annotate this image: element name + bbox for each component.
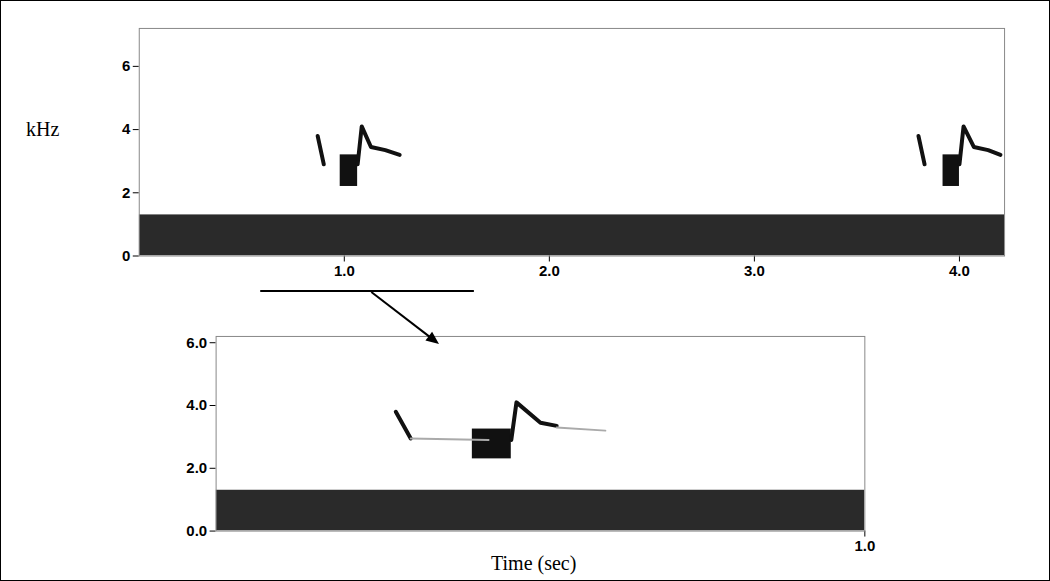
svg-text:3.0: 3.0: [744, 262, 765, 279]
svg-text:0: 0: [122, 247, 130, 264]
svg-text:4.0: 4.0: [186, 396, 207, 413]
svg-text:6: 6: [122, 57, 130, 74]
svg-text:2.0: 2.0: [186, 459, 207, 476]
svg-text:1.0: 1.0: [854, 537, 875, 554]
html-text:Time (sec): Time (sec): [491, 552, 577, 574]
svg-text:0.0: 0.0: [186, 522, 207, 539]
svg-text:6.0: 6.0: [186, 334, 207, 351]
svg-text:1.0: 1.0: [334, 262, 355, 279]
html-text:kHz: kHz: [26, 118, 60, 140]
svg-text:2.0: 2.0: [539, 262, 560, 279]
svg-text:4: 4: [122, 120, 131, 137]
svg-text:2: 2: [122, 184, 130, 201]
svg-text:4.0: 4.0: [949, 262, 970, 279]
